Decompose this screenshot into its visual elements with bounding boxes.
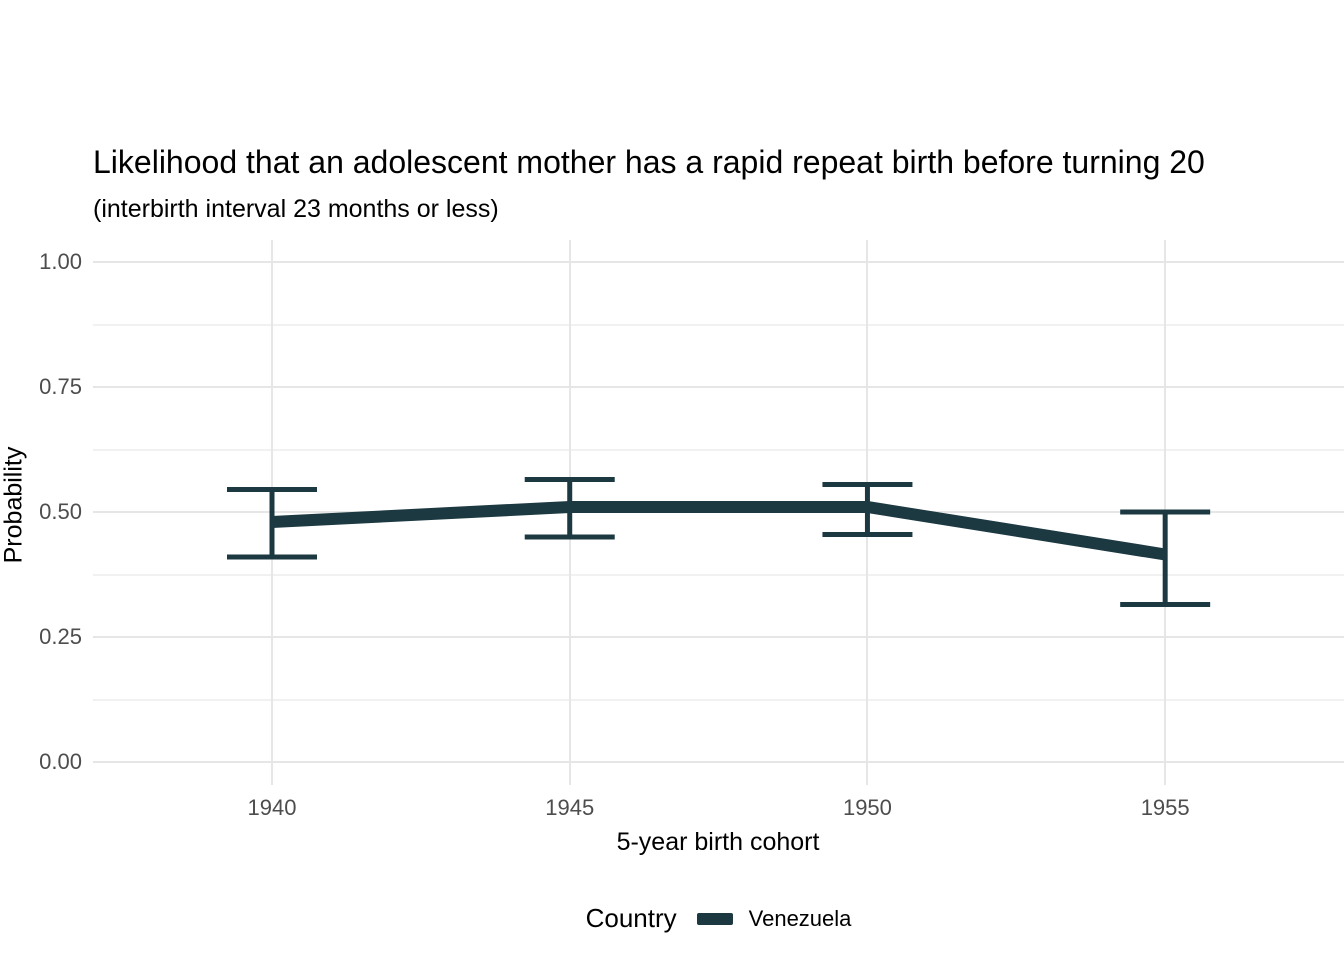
legend-key-line-swatch <box>696 912 733 925</box>
x-axis-title: 5-year birth cohort <box>616 828 820 856</box>
x-tick-label: 1950 <box>842 795 892 820</box>
y-tick-label: 0.25 <box>39 624 82 649</box>
gridline-y-minor <box>93 448 1344 451</box>
legend: Country Venezuela <box>93 903 1344 934</box>
legend-title: Country <box>585 903 677 933</box>
gridline-y-major <box>93 761 1344 763</box>
y-tick-label: 0.50 <box>39 499 82 524</box>
gridline-y-major <box>93 261 1344 263</box>
legend-entry: Venezuela <box>696 905 852 932</box>
x-tick-label: 1940 <box>247 795 297 820</box>
x-tick-label: 1945 <box>545 795 595 820</box>
x-tick-label: 1955 <box>1140 795 1190 820</box>
legend-label: Venezuela <box>748 905 852 931</box>
plot-panel <box>93 240 1344 785</box>
y-tick-label: 0.00 <box>39 749 82 774</box>
chart-subtitle: (interbirth interval 23 months or less) <box>93 195 499 223</box>
gridline-y-minor <box>93 323 1344 326</box>
series-line-venezuela <box>271 501 1167 561</box>
y-axis-title: Probability <box>0 446 28 564</box>
gridline-y-minor <box>93 698 1344 701</box>
chart-title: Likelihood that an adolescent mother has… <box>93 144 1205 180</box>
gridline-y-minor <box>93 573 1344 576</box>
series-layer <box>227 477 1211 607</box>
gridline-y-major <box>93 636 1344 638</box>
gridline-y-major <box>93 386 1344 388</box>
y-tick-label: 0.75 <box>39 374 82 399</box>
y-tick-label: 1.00 <box>39 249 82 274</box>
